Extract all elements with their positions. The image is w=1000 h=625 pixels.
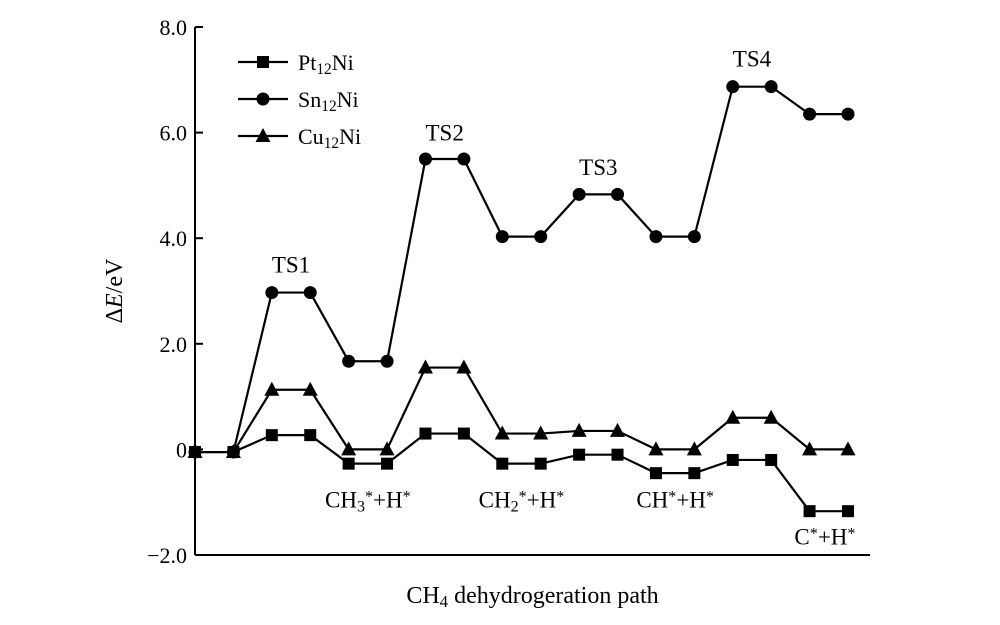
data-point [457, 152, 471, 166]
data-point [803, 505, 816, 518]
data-point [494, 425, 510, 440]
data-point [418, 152, 432, 166]
legend-marker [255, 128, 271, 142]
data-point [225, 444, 241, 459]
data-point [610, 422, 626, 437]
state-label: CH2*+H* [479, 487, 565, 515]
series-lines [187, 80, 856, 518]
data-point [764, 80, 778, 94]
legend-item: Cu12Ni [238, 124, 361, 152]
data-point [342, 457, 355, 470]
y-tick-label: 8.0 [160, 15, 188, 40]
data-point [726, 80, 740, 94]
legend-item: Pt12Ni [238, 50, 354, 78]
data-point [380, 354, 394, 368]
axes: −2.0 0 2.0 4.0 6.0 8.0 ΔE/eV CH4 dehydrogeratio… [102, 15, 870, 611]
data-point [841, 107, 855, 121]
state-label: C*+H* [794, 524, 855, 549]
series-sn12ni [188, 80, 855, 459]
y-tick-label: 6.0 [160, 121, 188, 146]
data-point [649, 467, 662, 480]
data-point [379, 441, 395, 456]
legend-label: Sn12Ni [298, 87, 359, 115]
data-point [187, 444, 203, 459]
data-point [686, 441, 702, 456]
data-point [571, 422, 587, 437]
series-cu12ni [187, 359, 856, 459]
legend-marker [256, 92, 270, 106]
data-point [802, 441, 818, 456]
data-point [265, 286, 279, 300]
data-point [726, 453, 739, 466]
data-point [573, 448, 586, 461]
series-line [195, 432, 848, 513]
ts-label: TS2 [426, 121, 464, 146]
y-tick-label: 0 [176, 437, 187, 462]
data-point [611, 187, 625, 201]
data-point [763, 409, 779, 424]
legend-marker [257, 56, 269, 68]
series-line [195, 366, 848, 454]
data-point [456, 359, 472, 374]
data-point [533, 425, 549, 440]
y-axis-label: ΔE/eV [102, 258, 128, 323]
ts-label: TS4 [733, 47, 772, 72]
ts-label: TS3 [579, 155, 617, 180]
legend: Pt12Ni Sn12Ni Cu12Ni [238, 50, 361, 152]
data-point [302, 381, 318, 396]
legend-label: Cu12Ni [298, 124, 361, 152]
state-label: CH3*+H* [325, 487, 411, 515]
data-point [496, 457, 509, 470]
data-point [648, 441, 664, 456]
data-point [381, 457, 394, 470]
y-tick-label: −2.0 [147, 543, 187, 568]
y-tick-label: 2.0 [160, 332, 188, 357]
legend-label: Pt12Ni [298, 50, 354, 78]
annotations: TS1 TS2 TS3 TS4 CH3*+H* CH2*+H* CH*+H* C*+H* [272, 47, 856, 550]
data-point [725, 409, 741, 424]
y-tick-label: 4.0 [160, 226, 188, 251]
data-point [842, 505, 854, 518]
data-point [419, 427, 432, 440]
data-point [303, 286, 317, 300]
data-point [765, 453, 778, 466]
data-point [417, 359, 433, 374]
data-point [265, 429, 278, 442]
data-point [341, 441, 357, 456]
data-point [495, 230, 509, 244]
x-axis-label: CH4 dehydrogeration path [406, 583, 658, 611]
data-point [264, 381, 280, 396]
data-point [688, 467, 701, 480]
ts-label: TS1 [272, 253, 310, 278]
data-point [803, 107, 817, 121]
data-point [687, 230, 701, 244]
data-point [534, 457, 547, 470]
data-point [840, 441, 856, 456]
data-point [534, 230, 548, 244]
legend-item: Sn12Ni [238, 87, 359, 115]
data-point [649, 230, 663, 244]
data-point [611, 448, 624, 461]
data-point [342, 354, 356, 368]
data-point [572, 187, 586, 201]
data-point [457, 427, 470, 440]
state-label: CH*+H* [636, 487, 714, 512]
data-point [304, 429, 317, 442]
